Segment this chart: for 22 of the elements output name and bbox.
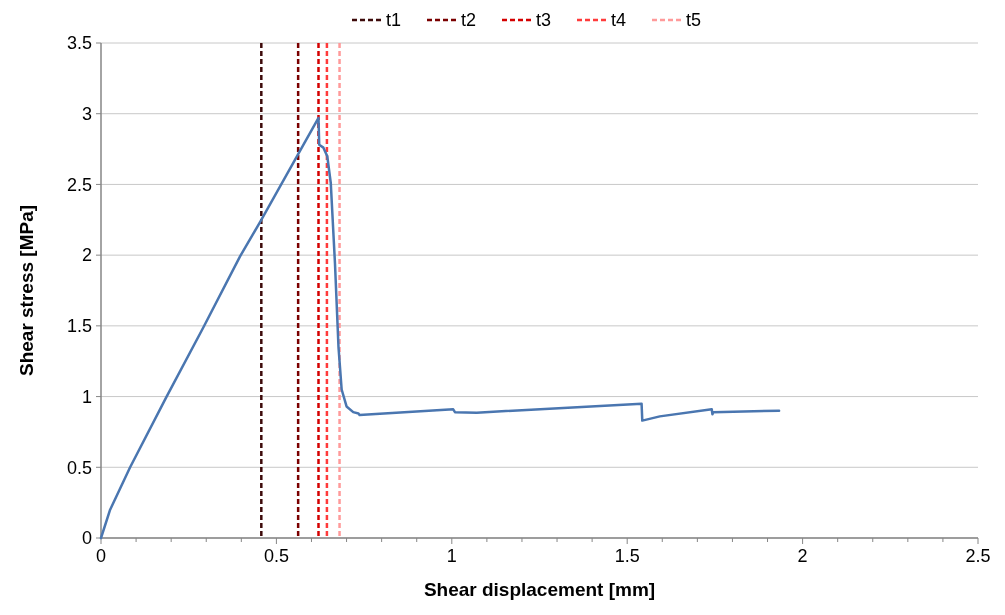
x-tick-label: 0 [95,546,107,566]
y-tick-label: 0.5 [66,457,92,478]
legend-label: t1 [386,10,402,31]
y-tick-label: 3 [81,104,92,125]
y-axis-title: Shear stress [MPa] [16,204,37,377]
legend-label: t4 [611,10,627,31]
y-tick-label: 2 [81,245,92,266]
x-tick-label: 2 [797,546,808,566]
x-tick-label: 1 [446,546,457,566]
y-tick-label: 2.5 [66,174,92,195]
x-tick-label: 1.5 [614,546,640,566]
y-tick-label: 0 [81,528,92,549]
y-tick-label: 3.5 [66,33,92,54]
y-tick-label: 1.5 [66,316,92,337]
legend-label: t2 [461,10,477,31]
y-tick-label: 1 [81,386,92,407]
line-series [99,116,781,540]
x-axis-title: Shear displacement [mm] [423,579,656,600]
x-tick-label: 2.5 [965,546,991,566]
x-tick-label: 0.5 [263,546,289,566]
legend-label: t3 [536,10,552,31]
legend-label: t5 [686,10,702,31]
